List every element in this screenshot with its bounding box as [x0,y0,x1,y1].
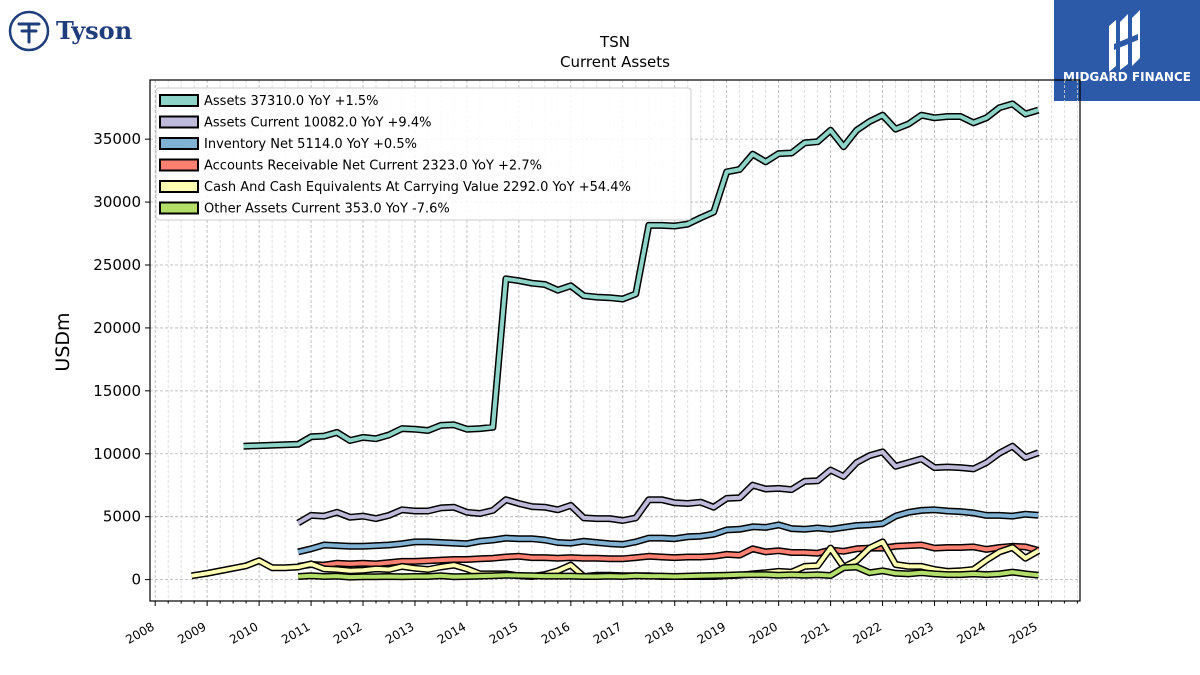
y-tick-label: 30000 [93,193,141,211]
x-tick-label: 2013 [383,619,416,646]
legend-entry: Inventory Net 5114.0 YoY +0.5% [204,137,417,152]
legend-swatch [159,158,199,172]
y-tick-label: 0 [131,571,141,589]
x-tick-label: 2017 [591,619,624,646]
series-line-assets-current [297,444,1040,525]
legend-swatch [159,201,199,215]
x-tick-label: 2024 [955,619,988,646]
legend-entry: Cash And Cash Equivalents At Carrying Va… [204,180,631,195]
partner-name: MIDGARD FINANCE [1063,70,1191,84]
x-tick-label: 2023 [903,619,936,646]
y-axis-label: USDm [52,312,74,371]
y-tick-label: 25000 [93,256,141,274]
tyson-t-emblem-icon: Tyson [8,10,132,52]
legend-entry: Other Assets Current 353.0 YoY -7.6% [204,202,450,217]
legend-swatch [159,137,199,150]
legend-box [155,87,692,221]
x-tick-label: 2020 [747,619,780,646]
y-tick-label: 5000 [103,508,141,526]
x-tick-label: 2022 [851,619,884,646]
x-tick-label: 2014 [435,619,468,646]
x-tick-label: 2025 [1006,619,1039,646]
x-tick-label: 2016 [539,619,572,646]
legend-swatch [159,115,199,129]
x-tick-label: 2012 [331,619,364,646]
midgard-finance-logo: MIDGARD FINANCE [1054,0,1200,101]
x-tick-label: 2015 [487,619,520,646]
x-tick-label: 2019 [695,619,728,646]
x-tick-label: 2018 [643,619,676,646]
y-tick-label: 35000 [93,130,141,148]
legend-swatch [159,94,199,107]
series-line-assets [243,101,1039,449]
midgard-logo-graphic: MIDGARD FINANCE [1054,0,1200,101]
x-tick-label: 2008 [123,619,156,646]
chart-subtitle: Current Assets [560,53,670,71]
legend-entry: Assets 37310.0 YoY +1.5% [204,94,379,109]
y-tick-label: 10000 [93,445,141,463]
x-tick-label: 2021 [799,619,832,646]
plot-frame [149,79,1081,602]
x-tick-label: 2009 [175,619,208,646]
series-line-inventory-net [297,507,1039,554]
tyson-logo: Tyson [8,8,148,54]
series-layer [191,100,1041,581]
y-tick-label: 15000 [93,382,141,400]
legend-swatch [159,180,199,193]
legend: Assets 37310.0 YoY +1.5% Assets Current 1… [155,87,692,221]
x-tick-label: 2010 [227,619,260,646]
x-tick-label: 2011 [279,619,312,646]
chart-title: TSN [599,33,630,51]
series-line-other-assets-current [297,565,1039,580]
legend-entry: Accounts Receivable Net Current 2323.0 Y… [204,159,542,174]
midgard-building-icon [1109,10,1140,72]
legend-entry: Assets Current 10082.0 YoY +9.4% [204,116,431,131]
series-line-accounts-receivable-net-current [297,543,1039,569]
company-name: Tyson [56,16,132,45]
y-tick-label: 20000 [93,319,141,337]
